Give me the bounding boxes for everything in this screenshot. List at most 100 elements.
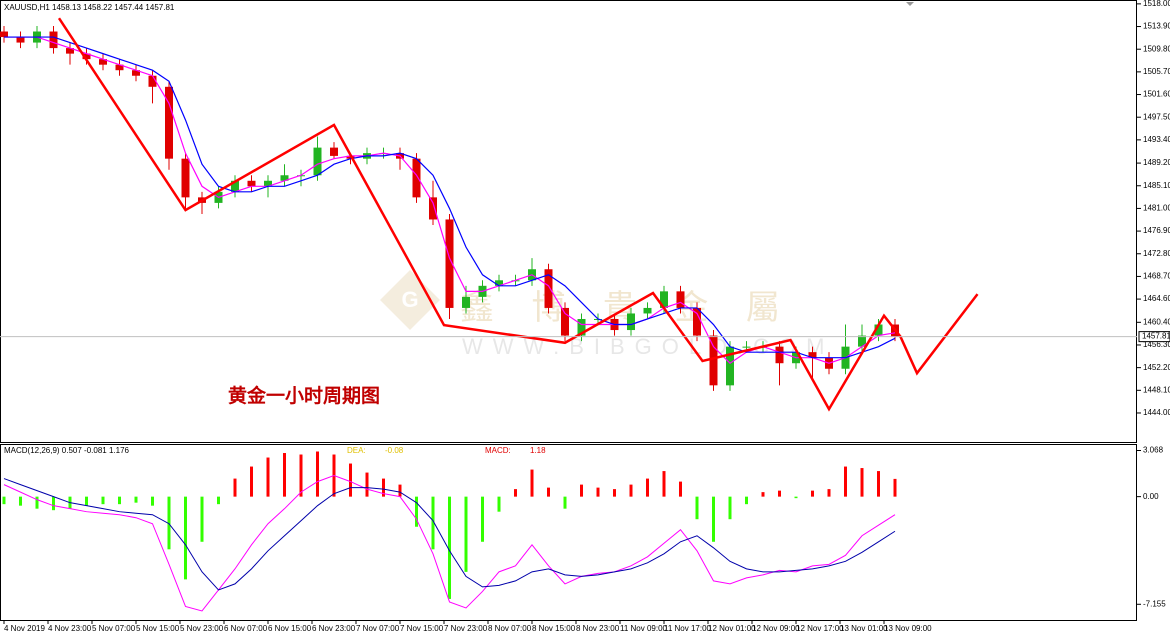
y-tick-label: 1464.60 <box>1143 294 1170 303</box>
annotation: 黄金一小时周期图 <box>228 384 380 407</box>
candle-body <box>82 53 91 60</box>
moving-average <box>4 36 896 359</box>
histogram-bar <box>349 463 352 497</box>
histogram-bar <box>547 487 550 497</box>
histogram-bar <box>662 471 666 497</box>
candle-body <box>676 291 685 308</box>
histogram-bar <box>299 454 303 497</box>
x-tick-label: 13 Nov 09:00 <box>884 624 932 633</box>
histogram-bar <box>646 478 649 497</box>
candle-body <box>544 269 553 308</box>
candle-body <box>709 335 718 386</box>
y-tick-label: 1444.00 <box>1143 408 1170 417</box>
chart-title: XAUUSD,H1 1458.13 1458.22 1457.44 1457.8… <box>4 3 175 12</box>
y-tick-label: 1493.40 <box>1143 135 1170 144</box>
histogram-bar <box>893 478 897 497</box>
y-tick-label: 1513.90 <box>1143 22 1170 31</box>
x-tick-label: 8 Nov 15:00 <box>532 624 576 633</box>
candle-body <box>775 346 784 364</box>
candle-body <box>181 158 190 198</box>
histogram-bar <box>712 496 715 542</box>
histogram-bar <box>679 481 682 497</box>
histogram-bar <box>101 496 105 505</box>
last-price-box <box>1138 331 1170 343</box>
shift-marker <box>906 2 914 6</box>
y-tick-label: 1518.00 <box>1143 0 1170 8</box>
histogram-bar <box>431 496 435 550</box>
macd-label: MACD(12,26,9) 0.507 -0.081 1.176 <box>4 446 130 455</box>
candle-body <box>874 324 883 336</box>
y-tick-label: 1472.80 <box>1143 249 1170 258</box>
histogram-bar <box>35 496 39 509</box>
histogram-bar <box>563 496 567 509</box>
candle-body <box>693 307 701 336</box>
candle-body <box>577 318 586 336</box>
candle-body <box>462 296 470 308</box>
watermark: G <box>380 270 440 330</box>
candle-body <box>643 307 652 314</box>
candle-body <box>726 346 734 386</box>
candle-body <box>66 48 74 54</box>
macd-line <box>3 478 896 591</box>
candle-body <box>313 147 322 176</box>
histogram-bar <box>860 468 864 497</box>
x-tick-label: 8 Nov 07:00 <box>488 624 532 633</box>
candle-body <box>808 352 817 358</box>
x-tick-label: 5 Nov 07:00 <box>92 624 136 633</box>
histogram-bar <box>19 496 22 506</box>
y-tick-label: -7.155 <box>1143 599 1166 608</box>
candle-body <box>742 346 751 348</box>
dea-label: DEA: <box>347 446 366 455</box>
histogram-bar <box>745 496 748 505</box>
histogram-bar <box>629 484 633 497</box>
y-tick-label: 1509.80 <box>1143 44 1170 53</box>
candle-body <box>445 219 454 308</box>
histogram-bar <box>217 496 220 505</box>
histogram-bar <box>134 496 138 503</box>
histogram-bar <box>596 487 600 497</box>
x-tick-label: 5 Nov 15:00 <box>136 624 180 633</box>
histogram-bar <box>398 484 402 497</box>
x-tick-label: 12 Nov 01:00 <box>708 624 756 633</box>
histogram-bar <box>794 496 798 499</box>
y-tick-label: 1452.20 <box>1143 363 1170 372</box>
x-tick-label: 6 Nov 07:00 <box>224 624 268 633</box>
y-tick-label: 1456.30 <box>1143 340 1170 349</box>
y-tick-label: 1448.10 <box>1143 385 1170 394</box>
histogram-bar <box>613 489 616 497</box>
candle-body <box>16 37 25 43</box>
candle-body <box>264 180 272 187</box>
histogram-bar <box>580 484 583 497</box>
histogram-bar <box>316 451 319 497</box>
x-tick-label: 8 Nov 23:00 <box>576 624 620 633</box>
x-tick-label: 11 Nov 17:00 <box>664 624 712 633</box>
candle-body <box>660 291 668 308</box>
y-tick-label: 0.00 <box>1143 492 1159 501</box>
y-tick-label: 1501.60 <box>1143 90 1170 99</box>
y-tick-label: 1505.70 <box>1143 67 1170 76</box>
histogram-bar <box>283 453 286 497</box>
histogram-bar <box>448 496 451 599</box>
histogram-bar <box>167 496 171 550</box>
x-tick-label: 12 Nov 09:00 <box>752 624 800 633</box>
candle-body <box>429 197 437 220</box>
y-tick-label: 1489.20 <box>1143 158 1170 167</box>
candle-body <box>115 64 124 71</box>
macd-value: 1.18 <box>530 446 546 455</box>
x-tick-label: 7 Nov 15:00 <box>400 624 444 633</box>
histogram-bar <box>827 489 831 497</box>
watermark-logo <box>380 270 440 330</box>
histogram-bar <box>844 466 847 497</box>
histogram-bar <box>52 496 55 511</box>
candle-body <box>412 158 421 198</box>
candle-body <box>148 75 157 87</box>
candle-body <box>99 59 107 65</box>
x-tick-label: 4 Nov 2019 <box>4 624 45 633</box>
histogram-bar <box>151 496 154 506</box>
histogram-bar <box>2 496 6 505</box>
histogram-bar <box>778 490 781 497</box>
last-price-label: 1457.81 <box>1142 332 1170 341</box>
histogram-bar <box>811 490 814 497</box>
candle-body <box>561 307 569 336</box>
